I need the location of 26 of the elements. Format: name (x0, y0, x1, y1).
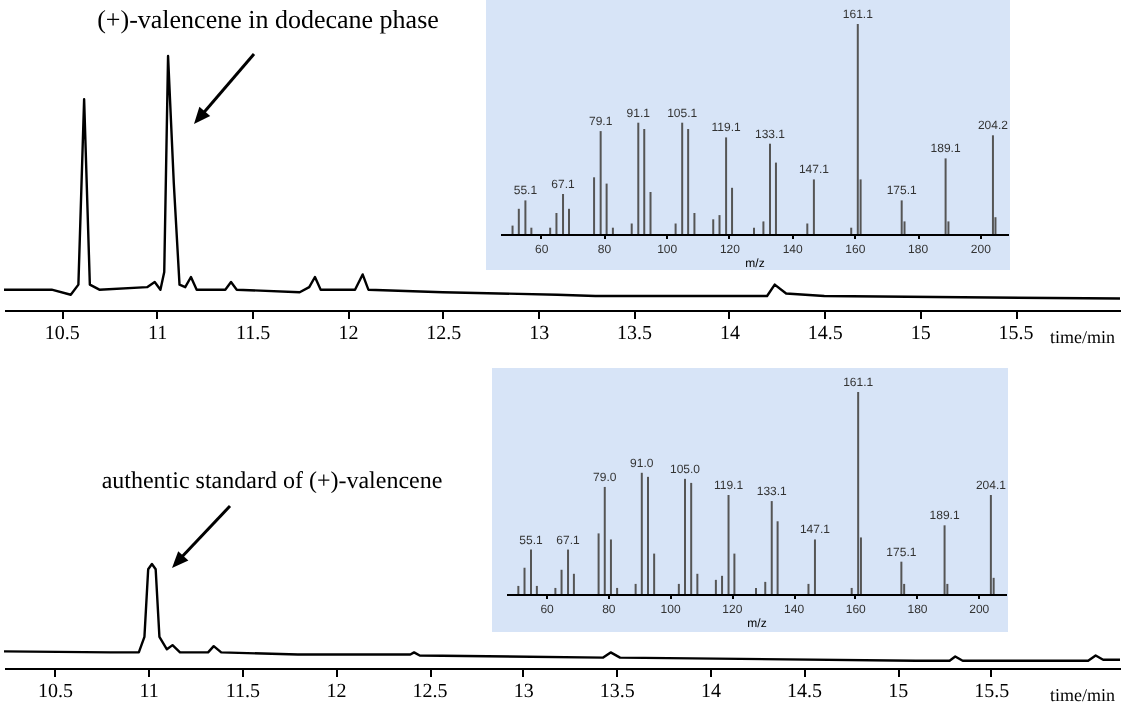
x-tick-label: 14.5 (787, 681, 823, 703)
x-axis-title: time/min (1050, 327, 1116, 347)
x-tick-label: 12 (338, 323, 359, 345)
x-tick-label: 13 (513, 681, 534, 703)
x-tick-label: 13.5 (617, 323, 653, 345)
x-tick-label: 11 (139, 681, 159, 703)
x-axis-title: time/min (1050, 685, 1116, 705)
x-tick-label: 14.5 (807, 323, 843, 345)
x-tick-label: 15 (910, 323, 931, 345)
x-tick-label: 15 (888, 681, 909, 703)
x-tick-label: 11.5 (225, 681, 260, 703)
x-tick-label: 14 (719, 323, 740, 345)
x-tick-label: 15.5 (998, 323, 1034, 345)
x-tick-label: 12 (326, 681, 347, 703)
x-tick-label: 13 (529, 323, 550, 345)
x-tick-label: 10.5 (44, 323, 80, 345)
text: (+)-valencene in dodecane phase (97, 4, 439, 36)
x-tick-label: 14 (700, 681, 721, 703)
text: authentic standard of (+)-valencene (101, 466, 443, 496)
x-tick-label: 12.5 (426, 323, 462, 345)
x-tick-label: 13.5 (599, 681, 635, 703)
x-tick-label: 15.5 (974, 681, 1010, 703)
x-tick-label: 12.5 (412, 681, 448, 703)
x-tick-label: 10.5 (38, 681, 74, 703)
x-tick-label: 11 (147, 323, 168, 345)
x-tick-label: 11.5 (235, 323, 271, 345)
